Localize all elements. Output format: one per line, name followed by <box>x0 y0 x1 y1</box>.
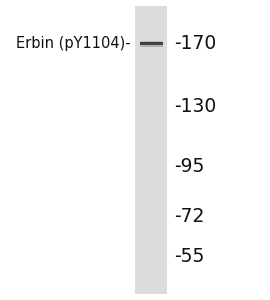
Bar <box>135 6 167 294</box>
Text: Erbin (pY1104)-: Erbin (pY1104)- <box>16 36 131 51</box>
Bar <box>140 42 163 45</box>
Text: -130: -130 <box>174 97 216 116</box>
Text: -95: -95 <box>174 157 205 176</box>
Text: -55: -55 <box>174 247 205 266</box>
Text: -72: -72 <box>174 206 205 226</box>
Bar <box>140 41 163 44</box>
Text: -170: -170 <box>174 34 216 53</box>
Bar <box>140 45 163 47</box>
